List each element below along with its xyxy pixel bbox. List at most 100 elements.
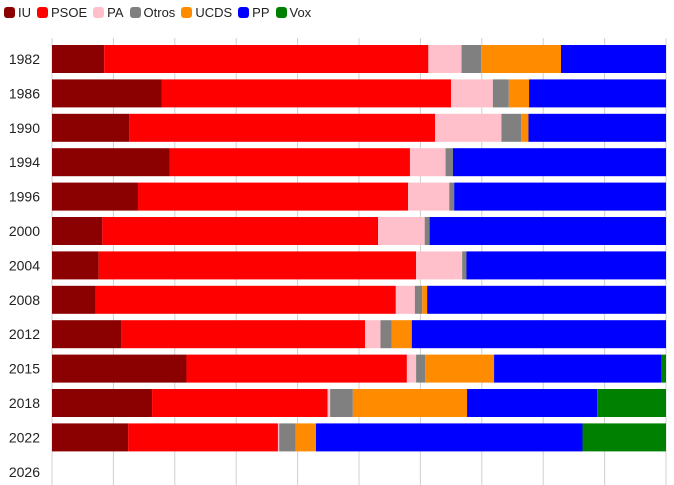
bar-segment-iu-2018 [52,389,153,417]
bar-segment-pa-2004 [416,251,463,280]
bar-segment-psoe-1996 [137,182,409,211]
bar-segment-otros-1986 [492,79,509,108]
category-label: 1996 [9,189,40,205]
bar-segment-ucds-2018 [352,389,468,417]
legend-label: PA [107,4,124,20]
bar-segment-otros-2018 [330,389,353,417]
bar-segment-ucds-1982 [481,45,562,73]
bar-segment-pa-1990 [435,113,502,142]
bar-segment-pa-2000 [378,217,425,245]
bar-segment-pp-2022 [316,423,583,452]
legend-item-vox: Vox [275,4,312,20]
bar-segment-ucds-1986 [508,79,530,108]
bar-segment-otros-1982 [461,45,482,73]
bar-segment-iu-2012 [52,320,122,349]
bar-segment-pa-1982 [428,45,462,73]
bar-segment-otros-2015 [416,354,426,383]
bar-segment-iu-2015 [52,354,187,383]
bar-segment-pp-1986 [529,79,666,108]
bar-segment-ucds-2008 [422,285,428,314]
legend-item-ucds: UCDS [181,5,232,20]
bar-segment-pa-1994 [409,148,446,177]
bar-segment-psoe-1990 [129,113,436,142]
bar-segment-psoe-2004 [98,251,417,280]
legend-swatch [4,6,15,18]
bar-segment-ucds-2015 [425,354,495,383]
category-label: 1994 [9,154,40,170]
bar-segment-pp-2008 [427,285,666,314]
bar-segment-psoe-2022 [128,423,278,452]
legend-item-psoe: PSOE [37,5,87,20]
bar-segment-otros-1994 [445,148,453,177]
bar-segment-psoe-1986 [161,79,452,108]
bar-segment-pp-2018 [467,389,598,417]
category-label: 2015 [9,361,40,377]
legend-swatch [275,6,287,18]
bar-segment-pp-1994 [452,148,666,177]
bar-segment-otros-1996 [449,182,455,211]
bar-segment-pp-2015 [494,354,662,383]
bar-segment-pp-2012 [411,320,666,349]
bar-segment-ucds-1990 [521,113,529,142]
category-label: 2008 [9,292,40,308]
legend-swatch [37,6,48,18]
bar-segment-pp-2004 [466,251,666,280]
category-label: 2026 [9,464,40,480]
bar-segment-psoe-2015 [186,354,407,383]
bar-segment-pa-2008 [395,285,415,314]
legend-label: Vox [289,4,312,20]
bar-segment-vox-2018 [597,389,666,417]
chart-legend: IU PSOE PA Otros UCDS PP Vox [4,3,317,21]
bar-segment-pa-2015 [406,354,417,383]
bar-segment-psoe-1994 [169,148,410,177]
category-label: 2018 [9,395,40,411]
bar-segment-psoe-1982 [104,45,429,73]
legend-item-pa: PA [93,4,124,20]
bar-segment-psoe-2012 [121,320,366,349]
bar-segment-iu-1982 [52,45,105,73]
category-label: 2022 [9,429,40,445]
bar-segment-iu-2000 [52,217,103,245]
bar-segment-psoe-2000 [102,217,379,245]
legend-label: PP [252,4,270,20]
bar-segment-otros-2012 [380,320,392,349]
bar-segment-pa-2012 [365,320,381,349]
legend-label: PSOE [51,4,88,20]
category-label: 2012 [9,326,40,342]
bar-segment-iu-1996 [52,182,138,211]
legend-swatch [181,6,193,18]
bar-segment-iu-2022 [52,423,129,452]
legend-swatch [93,6,105,18]
bar-segment-vox-2015 [661,354,666,383]
bar-segment-otros-2008 [414,285,423,314]
legend-item-iu: IU [4,5,31,20]
bar-segment-ucds-2012 [391,320,412,349]
bar-segment-otros-2022 [279,423,296,452]
bar-segment-pp-1996 [454,182,666,211]
bar-segment-pa-1996 [408,182,450,211]
category-label: 2004 [9,257,40,273]
bar-segment-pp-2000 [429,217,666,245]
bar-segment-otros-2000 [424,217,430,245]
bar-segment-iu-1994 [52,148,170,177]
bar-segment-otros-2004 [462,251,467,280]
legend-item-pp: PP [238,4,270,20]
bar-segment-otros-1990 [501,113,522,142]
bar-segment-psoe-2008 [95,285,396,314]
legend-label: IU [18,4,31,20]
category-label: 2000 [9,223,40,239]
category-label: 1982 [9,51,40,67]
bar-segment-psoe-2018 [152,389,328,417]
legend-label: Otros [143,4,176,20]
bar-segment-iu-2008 [52,285,96,314]
category-label: 1986 [9,85,40,101]
bar-segment-iu-1986 [52,79,162,108]
bar-segment-iu-2004 [52,251,99,280]
bar-segment-vox-2022 [582,423,666,452]
bar-segment-pp-1982 [561,45,666,73]
legend-label: UCDS [195,4,233,20]
bar-segment-iu-1990 [52,113,130,142]
legend-swatch [129,6,141,18]
legend-item-otros: Otros [129,4,176,20]
